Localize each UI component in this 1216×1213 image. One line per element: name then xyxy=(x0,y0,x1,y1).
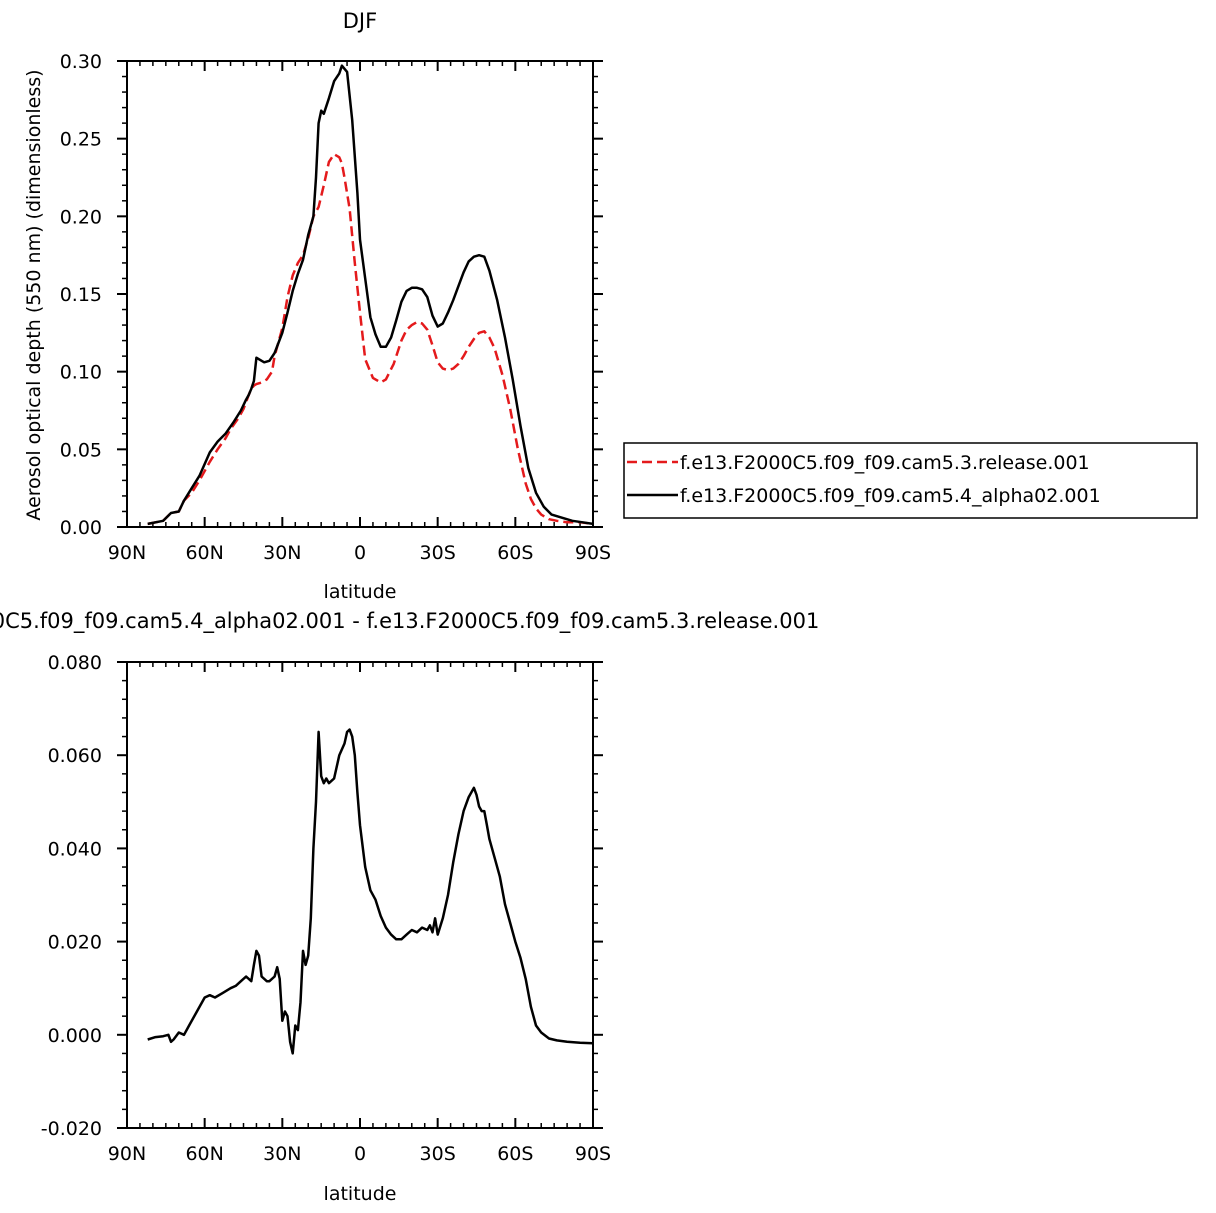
legend-entry-series-2: f.e13.F2000C5.f09_f09.cam5.4_alpha02.001 xyxy=(680,485,1101,507)
y-tick-label: 0.040 xyxy=(48,838,102,860)
x-tick-label: 60S xyxy=(497,542,533,564)
y-tick-label: 0.020 xyxy=(48,932,102,954)
series-line-1 xyxy=(147,728,594,1055)
tick-labels: 90N 60N 30N 0 30S 60S 90S -0.020 0.000 0.020 0.040… xyxy=(41,652,611,1165)
x-tick-label: 30S xyxy=(420,1143,456,1165)
y-tick-label: 0.25 xyxy=(60,129,102,151)
y-tick-label: 0.00 xyxy=(60,517,102,539)
legend: f.e13.F2000C5.f09_f09.cam5.3.release.001… xyxy=(623,442,1198,519)
x-tick-label: 30N xyxy=(263,1143,301,1165)
plot-frame xyxy=(126,60,594,528)
y-tick-label: 0.30 xyxy=(60,51,102,73)
legend-entry-series-1: f.e13.F2000C5.f09_f09.cam5.3.release.001 xyxy=(680,452,1090,474)
y-tick-label: 0.20 xyxy=(60,206,102,228)
x-tick-label: 90S xyxy=(575,1143,611,1165)
x-tick-label: 30S xyxy=(420,542,456,564)
y-tick-label: 0.15 xyxy=(60,284,102,306)
x-tick-label: 0 xyxy=(354,1143,366,1165)
series-line-2 xyxy=(147,64,594,526)
y-tick-label: 0.060 xyxy=(48,745,102,767)
x-tick-label: 90N xyxy=(108,1143,146,1165)
x-tick-label: 90N xyxy=(108,542,146,564)
x-axis-label: latitude xyxy=(324,581,397,603)
tick-marks xyxy=(117,661,603,1129)
plot-frame xyxy=(126,661,594,1129)
legend-box xyxy=(623,442,1198,519)
y-tick-label: -0.020 xyxy=(41,1118,102,1140)
y-tick-label: 0.10 xyxy=(60,362,102,384)
y-tick-label: 0.05 xyxy=(60,439,102,461)
tick-marks xyxy=(117,60,603,528)
x-tick-label: 0 xyxy=(354,542,366,564)
y-tick-label: 0.080 xyxy=(48,652,102,674)
x-axis-label: latitude xyxy=(324,1183,397,1205)
series-lines xyxy=(147,64,594,526)
y-tick-label: 0.000 xyxy=(48,1025,102,1047)
series-line-1 xyxy=(147,152,594,526)
tick-labels: 90N 60N 30N 0 30S 60S 90S 0.00 0.05 0.10 0.15 0.20 0… xyxy=(60,51,611,564)
chart-title: f.e13.F2000C5.f09_f09.cam5.4_alpha02.001… xyxy=(0,609,819,634)
y-axis-label: Aerosol optical depth (550 nm) (dimensio… xyxy=(23,69,45,520)
chart-title: DJF xyxy=(343,9,377,33)
x-tick-label: 60S xyxy=(497,1143,533,1165)
x-tick-label: 30N xyxy=(263,542,301,564)
x-tick-label: 60N xyxy=(185,542,223,564)
x-tick-label: 90S xyxy=(575,542,611,564)
x-tick-label: 60N xyxy=(185,1143,223,1165)
series-lines xyxy=(147,728,594,1055)
aod-panel: DJF Aerosol optical depth (550 nm) (dime… xyxy=(23,9,611,603)
difference-panel: f.e13.F2000C5.f09_f09.cam5.4_alpha02.001… xyxy=(0,609,819,1205)
